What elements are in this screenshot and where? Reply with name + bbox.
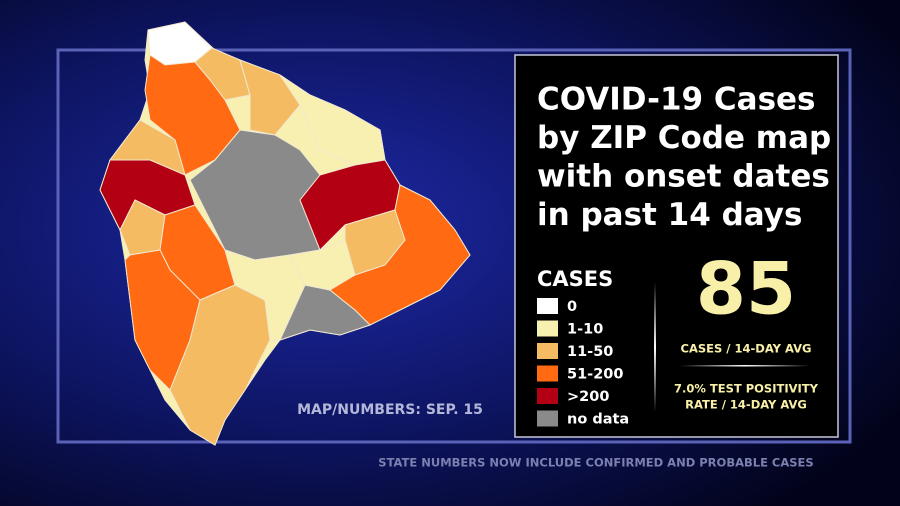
info-panel — [514, 54, 839, 438]
legend-swatch — [537, 388, 558, 404]
legend: 0 1-10 11-50 51-200 >200 no data — [537, 298, 629, 428]
map-note: MAP/NUMBERS: SEP. 15 — [297, 402, 483, 418]
legend-label: no data — [567, 412, 629, 428]
legend-swatch — [537, 365, 558, 382]
legend-label: 0 — [567, 299, 577, 315]
divider — [680, 365, 810, 367]
divider — [654, 282, 656, 412]
title-line: by ZIP Code map — [537, 120, 831, 156]
legend-label: 51-200 — [567, 367, 623, 383]
legend-label: 1-10 — [567, 322, 603, 338]
positivity-line: 7.0% TEST POSITIVITY — [674, 382, 819, 396]
legend-swatch — [537, 320, 558, 337]
positivity-line: RATE / 14-DAY AVG — [685, 398, 807, 412]
frame — [56, 48, 852, 444]
positivity: 7.0% TEST POSITIVITY RATE / 14-DAY AVG — [674, 382, 819, 412]
title-line: in past 14 days — [537, 197, 802, 233]
map — [99, 21, 471, 446]
region — [329, 184, 471, 326]
legend-swatch — [537, 343, 558, 359]
legend-label: >200 — [567, 389, 609, 405]
stat-value: 85 — [696, 247, 796, 331]
title-line: COVID-19 Cases — [537, 82, 816, 118]
title-line: with onset dates — [537, 159, 830, 195]
legend-title: CASES — [537, 267, 613, 291]
stat-label: CASES / 14-DAY AVG — [681, 342, 812, 356]
legend-swatch — [537, 298, 558, 314]
legend-label: 11-50 — [567, 344, 613, 360]
footer-note: STATE NUMBERS NOW INCLUDE CONFIRMED AND … — [378, 456, 813, 470]
legend-swatch — [537, 410, 558, 427]
